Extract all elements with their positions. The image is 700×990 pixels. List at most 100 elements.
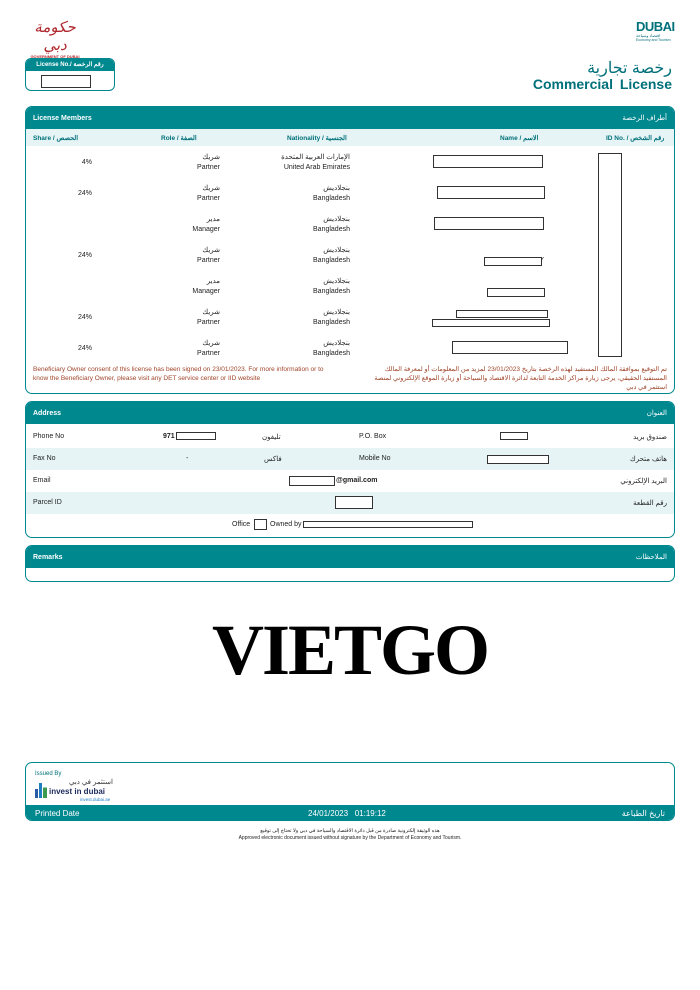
role-cell: مدير Manager: [192, 277, 220, 297]
role-cell: شريك Partner: [197, 246, 220, 266]
license-no-value: [41, 75, 91, 88]
license-members-panel: License Members أطراف الرخصة Share / الح…: [25, 106, 675, 394]
issued-by-label: Issued By: [35, 771, 62, 777]
email-label-ar: البريد الإلكتروني: [620, 478, 667, 485]
share-value: 24%: [77, 314, 92, 321]
nationality-en: Bangladesh: [313, 288, 350, 295]
name-redacted: [434, 217, 544, 230]
dubai-logo-sub-en: Economy and Tourism: [636, 38, 671, 42]
title-ar: رخصة تجارية: [587, 60, 672, 77]
dubai-det-logo: DUBAI اقتصاد وسياحة Economy and Tourism: [636, 20, 678, 42]
share-cell: 24%: [78, 344, 92, 354]
role-ar: مدير: [206, 278, 220, 285]
email-label: Email: [33, 477, 51, 484]
skyline-icon: [35, 783, 47, 798]
government-of-dubai-logo: حكومة دبي GOVERNMENT OF DUBAI: [25, 18, 85, 59]
name-redacted: [452, 341, 568, 354]
pobox-label-ar: صندوق بريد: [633, 434, 667, 441]
gov-logo-en: GOVERNMENT OF DUBAI: [30, 54, 80, 59]
mobile-redacted: [487, 455, 549, 464]
nationality-cell: بنجلاديش Bangladesh: [313, 277, 350, 297]
nationality-ar: بنجلاديش: [323, 340, 350, 347]
phone-value: 971: [163, 433, 175, 440]
role-en: Partner: [197, 257, 220, 264]
col-name: Name / الاسم: [500, 135, 539, 142]
fax-value: -: [186, 455, 189, 462]
role-en: Manager: [192, 226, 220, 233]
email-row: Email @gmail.com البريد الإلكتروني: [26, 470, 674, 492]
issuer-panel: Issued By استثمر في دبي invest in dubai …: [25, 762, 675, 821]
address-panel: Address العنوان Phone No 971 تليفون P.O.…: [25, 401, 675, 538]
parcel-label: Parcel ID: [33, 499, 62, 506]
parcel-row: Parcel ID رقم القطعة: [26, 492, 674, 514]
page-title: Commercial License: [532, 76, 672, 92]
phone-redacted: [176, 432, 216, 440]
role-en: Partner: [197, 195, 220, 202]
remarks-panel: Remarks الملاحظات: [25, 545, 675, 582]
name-redacted: [432, 319, 550, 327]
fax-label-ar: فاكس: [264, 456, 282, 463]
section-title-ar: أطراف الرخصة: [622, 115, 667, 122]
section-title: Address: [33, 409, 62, 417]
nationality-cell: بنجلاديش Bangladesh: [313, 246, 350, 266]
nationality-cell: الإمارات العربية المتحدة United Arab Emir…: [281, 153, 350, 173]
share-cell: 24%: [78, 251, 92, 261]
gov-logo-ar: حكومة دبي: [34, 18, 76, 54]
name-redacted: [437, 186, 545, 199]
nationality-cell: بنجلاديش Bangladesh: [313, 308, 350, 328]
fax-row: Fax No - فاكس Mobile No هاتف متحرك: [26, 448, 674, 470]
email-value: @gmail.com: [336, 477, 378, 484]
table-row: 24% شريك Partner بنجلاديش Bangladesh: [26, 184, 674, 210]
printed-date-label-ar: تاريخ الطباعة: [621, 809, 665, 818]
col-share: Share / الحصص: [33, 135, 79, 142]
table-row: 24% شريك Partner بنجلاديش Bangladesh: [26, 339, 674, 365]
table-row: 24%شريكPartnerبنجلاديشBangladeshMD: [26, 308, 674, 334]
role-ar: شريك: [202, 309, 220, 316]
nationality-en: United Arab Emirates: [283, 164, 350, 171]
nationality-en: Bangladesh: [313, 319, 350, 326]
nationality-ar: بنجلاديش: [323, 185, 350, 192]
nationality-ar: بنجلاديش: [323, 278, 350, 285]
role-ar: شريك: [202, 247, 220, 254]
table-row: 24%شريكPartnerبنجلاديشBangladeshCHOWDHUR…: [26, 246, 674, 272]
nationality-en: Bangladesh: [313, 195, 350, 202]
watermark: VIETGO: [211, 610, 490, 690]
share-cell: 24%: [78, 189, 92, 199]
nationality-ar: بنجلاديش: [323, 247, 350, 254]
address-header: Address العنوان: [26, 402, 674, 424]
disclaimer-en: Approved electronic document issued with…: [238, 835, 462, 841]
remarks-header: Remarks الملاحظات: [26, 546, 674, 568]
nationality-en: Bangladesh: [313, 257, 350, 264]
pobox-label: P.O. Box: [359, 433, 387, 440]
printed-date-bar: Printed Date 24/01/2023 01:19:12 تاريخ ا…: [26, 805, 674, 820]
disclaimer-ar: هذه الوثيقة إلكترونية صادرة من قبل دائرة…: [260, 828, 440, 834]
parcel-redacted: [335, 496, 373, 509]
table-row: مديرManagerبنجلاديشBangladeshCHOWDHURY: [26, 277, 674, 303]
role-ar: مدير: [206, 216, 220, 223]
share-cell: 24%: [78, 313, 92, 323]
share-value: 24%: [77, 190, 92, 197]
phone-row: Phone No 971 تليفون P.O. Box صندوق بريد: [26, 426, 674, 448]
nationality-ar: الإمارات العربية المتحدة: [281, 154, 350, 161]
mobile-label-ar: هاتف متحرك: [630, 456, 667, 463]
role-en: Partner: [197, 350, 220, 357]
role-ar: شريك: [202, 185, 220, 192]
office-label: Office: [232, 521, 251, 528]
nationality-en: Bangladesh: [313, 226, 350, 233]
printed-date-value: 24/01/2023 01:19:12: [308, 809, 386, 818]
mobile-label: Mobile No: [359, 455, 391, 462]
owned-by-label: Owned by: [270, 521, 302, 528]
dubai-logo-text: DUBAI: [636, 19, 675, 34]
section-title: License Members: [33, 114, 92, 122]
id-numbers-redacted: [598, 153, 622, 357]
role-cell: شريك Partner: [197, 153, 220, 173]
pobox-redacted: [500, 432, 528, 440]
name-redacted: [487, 288, 545, 297]
phone-label: Phone No: [33, 433, 65, 440]
role-cell: شريك Partner: [197, 308, 220, 328]
nationality-cell: بنجلاديش Bangladesh: [313, 184, 350, 204]
dubai-logo-sub-ar: اقتصاد وسياحة: [636, 33, 661, 38]
section-title: Remarks: [33, 553, 63, 561]
share-value: 4%: [81, 159, 92, 166]
license-no-box: License No./ رقم الرخصة: [25, 58, 115, 91]
